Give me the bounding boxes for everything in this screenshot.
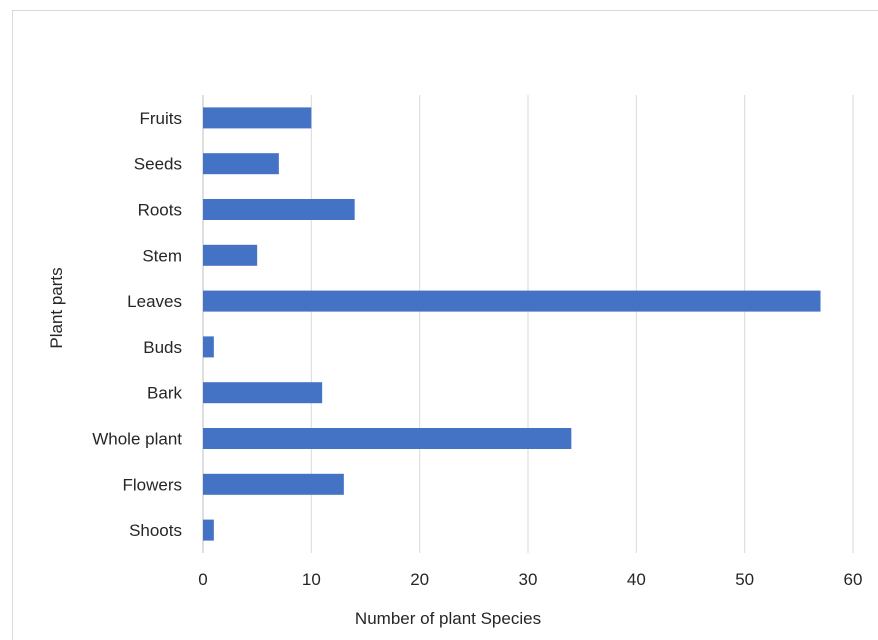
y-axis-title: Plant parts bbox=[47, 267, 66, 348]
x-tick-label: 20 bbox=[410, 570, 429, 589]
category-label: Leaves bbox=[127, 292, 182, 311]
x-tick-label: 60 bbox=[844, 570, 863, 589]
category-label: Bark bbox=[147, 384, 182, 403]
category-label: Shoots bbox=[129, 521, 182, 540]
category-labels: Fruits Seeds Roots Stem Leaves Buds Bark Whole … bbox=[92, 109, 182, 540]
bar-stem bbox=[203, 244, 258, 266]
bar-buds bbox=[203, 336, 214, 358]
bars bbox=[203, 107, 821, 541]
x-axis-title: Number of plant Species bbox=[355, 609, 541, 628]
x-tick-label: 40 bbox=[627, 570, 646, 589]
x-tick-label: 50 bbox=[735, 570, 754, 589]
bar-shoots bbox=[203, 519, 214, 541]
x-tick-labels: 0 10 20 30 40 50 60 bbox=[198, 570, 862, 589]
chart-frame bbox=[12, 10, 878, 640]
category-label: Buds bbox=[143, 338, 182, 357]
x-tick-label: 0 bbox=[198, 570, 207, 589]
bar-fruits bbox=[203, 107, 312, 129]
bar-bark bbox=[203, 382, 323, 404]
bar-flowers bbox=[203, 473, 344, 495]
bar-roots bbox=[203, 199, 355, 220]
category-label: Seeds bbox=[134, 155, 182, 174]
bar-whole-plant bbox=[203, 428, 572, 449]
category-label: Whole plant bbox=[92, 430, 182, 449]
bar-leaves bbox=[203, 290, 821, 312]
bar-seeds bbox=[203, 153, 279, 175]
category-label: Flowers bbox=[122, 475, 182, 494]
category-label: Roots bbox=[138, 201, 182, 220]
x-tick-label: 30 bbox=[519, 570, 538, 589]
category-label: Stem bbox=[142, 246, 182, 265]
x-tick-label: 10 bbox=[302, 570, 321, 589]
category-label: Fruits bbox=[140, 109, 183, 128]
